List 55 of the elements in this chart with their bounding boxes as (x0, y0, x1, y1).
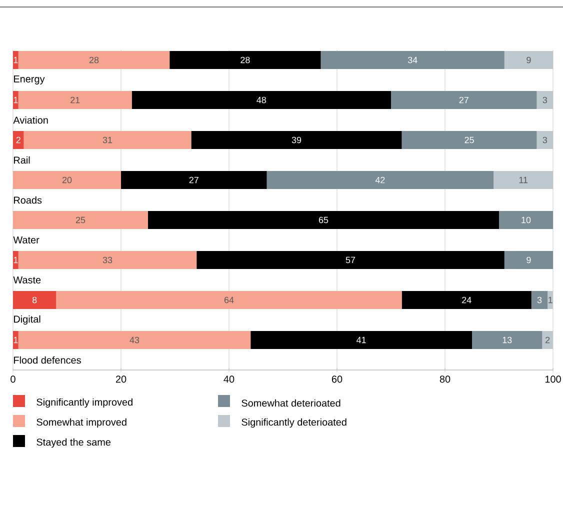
data-label: 34 (408, 56, 418, 64)
data-label: 3 (542, 96, 548, 104)
data-label: 1 (14, 56, 18, 64)
data-label: 33 (102, 256, 112, 264)
data-label: 31 (102, 136, 112, 144)
legend-label: Significantly deterioated (242, 418, 346, 428)
data-label: 25 (76, 216, 86, 224)
data-label: 1 (548, 296, 552, 304)
x-tick-label: 80 (440, 376, 450, 383)
data-label: 27 (189, 176, 198, 184)
data-label: 2 (16, 136, 20, 144)
y-tick-label: Roads (14, 196, 42, 204)
data-label: 10 (522, 216, 531, 224)
data-label: 9 (526, 56, 531, 64)
y-tick-label: Digital (14, 315, 40, 325)
y-tick-label: Energy (14, 76, 45, 84)
legend-label: Somewhat deterioated (242, 399, 340, 407)
data-label: 8 (32, 296, 37, 304)
data-label: 28 (89, 56, 99, 64)
legend-label: Somewhat improved (36, 418, 126, 428)
data-label: 41 (356, 336, 366, 344)
data-label: 1 (14, 96, 18, 104)
y-tick-label: Aviation (13, 116, 48, 124)
data-label: 28 (240, 56, 250, 64)
data-label: 3 (537, 296, 542, 304)
data-label: 25 (464, 136, 474, 144)
x-tick-label: 100 (545, 376, 561, 383)
data-label: 24 (462, 296, 472, 304)
data-label: 42 (375, 176, 385, 184)
x-tick-label: 60 (332, 376, 342, 383)
y-tick-label: Waste (13, 276, 41, 284)
legend-label: Stayed the same (36, 438, 111, 448)
data-label: 2 (546, 336, 550, 344)
data-label: 1 (14, 256, 18, 264)
data-label: 43 (130, 336, 140, 344)
data-label: 20 (62, 176, 72, 184)
data-label: 21 (70, 96, 80, 104)
data-label: 11 (519, 176, 528, 184)
data-label: 1 (14, 336, 18, 344)
data-label: 48 (256, 96, 266, 104)
x-tick-label: 0 (10, 376, 16, 383)
y-tick-label: Rail (14, 156, 30, 164)
data-label: 57 (346, 256, 356, 264)
x-tick-label: 40 (224, 376, 234, 383)
data-label: 39 (292, 136, 302, 144)
data-label: 65 (318, 216, 328, 224)
x-tick-label: 20 (116, 376, 126, 383)
y-tick-label: Water (13, 236, 40, 244)
legend-label: Significantly improved (36, 398, 132, 408)
y-tick-label: Flood defences (14, 356, 81, 364)
data-label: 13 (502, 336, 512, 344)
data-label: 27 (459, 96, 468, 104)
data-label: 3 (542, 136, 548, 144)
data-label: 9 (526, 256, 531, 264)
data-label: 64 (224, 296, 234, 304)
